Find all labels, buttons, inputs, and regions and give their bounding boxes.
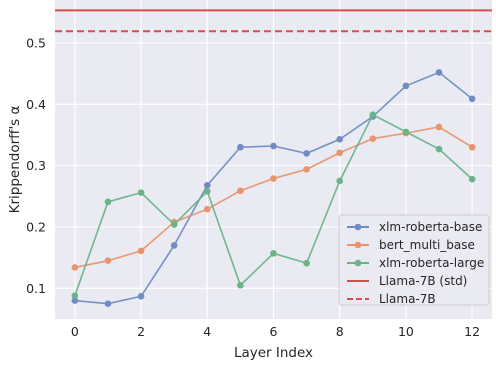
data-point	[336, 135, 344, 143]
data-point	[104, 300, 112, 307]
series-group	[71, 69, 476, 307]
data-point	[137, 293, 145, 300]
x-tick-label: 8	[336, 324, 344, 339]
data-point	[369, 111, 377, 119]
y-tick-label: 0.2	[26, 219, 46, 234]
y-tick-labels: 0.1 0.2 0.3 0.4 0.5	[26, 35, 46, 295]
legend-label: Llama-7B (std)	[379, 274, 467, 288]
y-tick-label: 0.5	[26, 35, 46, 50]
data-point	[270, 142, 277, 150]
data-point	[468, 175, 476, 183]
legend-label: xlm-roberta-base	[379, 220, 482, 234]
data-point	[237, 187, 244, 195]
data-point	[71, 297, 79, 304]
y-axis-label: Krippendorff's α	[7, 106, 23, 214]
reference-lines	[55, 9, 492, 33]
legend-label: xlm-roberta-large	[379, 256, 484, 270]
data-point	[468, 143, 476, 151]
y-tick-label: 0.4	[26, 97, 46, 112]
data-point	[270, 175, 277, 182]
legend-box	[338, 214, 490, 306]
x-tick-label: 6	[270, 324, 278, 339]
legend-marker	[354, 259, 362, 267]
legend-label: Llama-7B	[379, 292, 436, 306]
data-point	[369, 135, 377, 142]
data-point	[137, 189, 145, 196]
legend-label: bert_multi_base	[379, 238, 475, 252]
data-point	[303, 166, 310, 173]
x-tick-label: 10	[398, 324, 414, 339]
series-group	[71, 111, 476, 299]
data-point	[270, 250, 277, 257]
data-point	[203, 205, 211, 213]
x-tick-label: 2	[137, 324, 145, 339]
legend-marker	[354, 223, 362, 231]
data-point	[170, 242, 178, 249]
x-tick-label: 4	[203, 324, 211, 339]
data-point	[203, 188, 211, 195]
data-point	[71, 264, 79, 271]
x-axis-label: Layer Index	[234, 345, 313, 361]
data-point	[203, 181, 211, 189]
data-point	[402, 82, 410, 90]
x-tick-label: 12	[464, 324, 480, 339]
data-point	[137, 247, 145, 255]
data-point	[303, 259, 310, 267]
data-point	[104, 198, 112, 206]
y-tick-label: 0.3	[26, 158, 46, 173]
data-point	[237, 143, 244, 151]
data-point	[336, 149, 344, 157]
legend: xlm-roberta-base bert_multi_base xlm-rober…	[338, 214, 490, 306]
data-point	[104, 257, 112, 265]
data-point	[402, 128, 410, 136]
legend-marker	[354, 241, 362, 249]
data-point	[170, 221, 178, 228]
y-tick-label: 0.1	[26, 281, 46, 296]
data-point	[435, 145, 443, 153]
data-point	[303, 150, 310, 157]
data-point	[336, 177, 344, 185]
data-point	[71, 292, 79, 299]
data-point	[237, 281, 244, 289]
x-tick-label: 0	[71, 324, 79, 339]
grid-lines	[55, 0, 492, 319]
data-point	[468, 95, 476, 103]
data-point	[435, 123, 443, 131]
x-tick-labels: 0 2 4 6 8 10 12	[71, 324, 480, 339]
data-point	[435, 69, 443, 76]
data-series	[71, 69, 476, 307]
